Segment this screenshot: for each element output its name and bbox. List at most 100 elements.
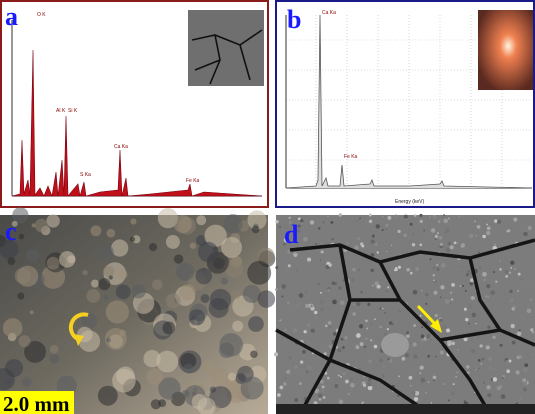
- texture: [449, 245, 453, 249]
- texture: [106, 300, 129, 323]
- texture: [328, 321, 332, 325]
- texture: [510, 324, 514, 328]
- texture: [419, 244, 422, 247]
- texture: [411, 391, 415, 395]
- texture: [436, 264, 438, 266]
- texture: [296, 269, 298, 271]
- texture: [343, 372, 346, 375]
- texture: [47, 257, 60, 270]
- texture: [327, 289, 331, 293]
- texture: [487, 325, 490, 328]
- texture: [375, 243, 378, 246]
- texture: [162, 322, 175, 335]
- texture: [7, 257, 15, 265]
- peak-label: Si K: [68, 108, 78, 114]
- panel-d: d: [274, 213, 535, 414]
- texture: [413, 233, 414, 234]
- texture: [184, 364, 194, 374]
- texture: [505, 275, 508, 278]
- texture: [482, 272, 487, 277]
- texture: [299, 293, 304, 298]
- texture: [487, 226, 491, 230]
- texture: [487, 393, 491, 397]
- texture: [17, 292, 24, 299]
- texture: [466, 365, 470, 369]
- texture: [429, 216, 431, 218]
- panel-label: a: [5, 2, 18, 31]
- texture: [363, 376, 364, 377]
- texture: [304, 291, 309, 296]
- texture: [482, 235, 486, 239]
- texture: [425, 303, 427, 305]
- texture: [397, 230, 400, 233]
- texture: [528, 226, 532, 230]
- texture: [360, 342, 364, 346]
- texture: [359, 217, 361, 219]
- texture: [478, 359, 481, 362]
- texture: [368, 386, 373, 391]
- texture: [318, 227, 320, 229]
- texture: [307, 365, 311, 369]
- texture: [465, 290, 467, 292]
- texture: [522, 378, 526, 382]
- texture: [374, 281, 378, 285]
- texture: [513, 217, 517, 221]
- texture: [285, 378, 286, 379]
- texture: [409, 376, 413, 380]
- texture: [431, 339, 432, 340]
- texture: [523, 388, 527, 392]
- texture: [305, 304, 309, 308]
- texture: [329, 335, 331, 337]
- texture: [520, 278, 523, 281]
- texture: [365, 326, 367, 328]
- texture: [379, 307, 382, 310]
- texture: [297, 304, 299, 306]
- texture: [370, 339, 372, 341]
- texture: [440, 350, 444, 354]
- texture: [527, 285, 528, 286]
- texture: [232, 290, 241, 299]
- texture: [79, 330, 100, 351]
- texture: [385, 224, 388, 227]
- texture: [189, 309, 205, 325]
- texture: [442, 325, 446, 329]
- texture: [340, 300, 345, 305]
- texture: [293, 328, 297, 332]
- texture: [301, 223, 303, 225]
- texture: [475, 323, 476, 324]
- texture: [321, 250, 324, 253]
- texture: [331, 238, 333, 240]
- texture: [90, 225, 101, 236]
- texture: [106, 229, 115, 238]
- texture: [451, 391, 455, 395]
- texture: [308, 324, 310, 326]
- texture: [421, 334, 425, 338]
- texture: [515, 370, 519, 374]
- texture: [431, 228, 436, 233]
- texture: [250, 351, 258, 359]
- texture: [166, 235, 180, 249]
- peak-label: O K: [37, 12, 46, 18]
- texture: [190, 243, 197, 250]
- texture: [359, 324, 363, 328]
- texture: [455, 376, 456, 377]
- texture: [320, 300, 324, 304]
- texture: [493, 271, 495, 273]
- texture: [352, 268, 356, 272]
- panel-a: O K Al K Si K S Ka Ca Ka Fe Ka a: [1, 1, 268, 207]
- texture: [275, 288, 278, 291]
- texture: [46, 214, 59, 227]
- texture: [360, 242, 363, 245]
- texture: [451, 298, 453, 300]
- texture: [198, 242, 218, 262]
- texture: [338, 348, 342, 352]
- texture: [524, 232, 528, 236]
- texture: [484, 279, 486, 281]
- texture: [382, 308, 383, 309]
- texture: [494, 219, 497, 222]
- texture: [420, 315, 422, 317]
- texture: [406, 331, 409, 334]
- texture: [377, 251, 379, 253]
- texture: [472, 221, 474, 223]
- texture: [284, 340, 285, 341]
